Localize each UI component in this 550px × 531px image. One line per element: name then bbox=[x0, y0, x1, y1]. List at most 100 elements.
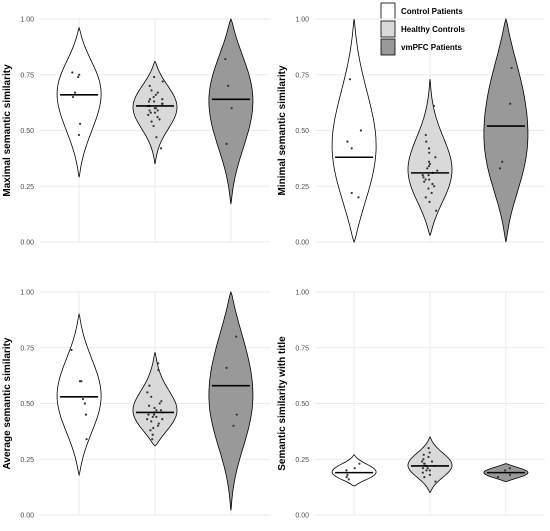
data-point bbox=[147, 113, 150, 116]
y-tick-label: 0.75 bbox=[20, 345, 34, 352]
data-point bbox=[146, 418, 149, 421]
data-point bbox=[509, 102, 512, 105]
data-point bbox=[421, 471, 424, 474]
y-tick-label: 0.25 bbox=[20, 457, 34, 464]
data-point bbox=[421, 467, 425, 470]
y-tick-label: 1.00 bbox=[295, 290, 309, 297]
data-point bbox=[71, 71, 74, 74]
data-point bbox=[78, 122, 82, 125]
legend-swatch bbox=[380, 38, 396, 56]
y-tick-label: 0.50 bbox=[20, 401, 34, 408]
data-point bbox=[159, 147, 163, 150]
data-point bbox=[148, 109, 151, 112]
data-point bbox=[150, 420, 153, 423]
data-point bbox=[77, 75, 80, 79]
data-point bbox=[504, 469, 507, 472]
data-point bbox=[357, 196, 360, 199]
data-point bbox=[150, 120, 153, 123]
data-point bbox=[160, 400, 163, 403]
data-point bbox=[350, 147, 353, 150]
data-point bbox=[235, 413, 238, 416]
data-point bbox=[148, 98, 152, 101]
y-tick-label: 0.25 bbox=[295, 457, 309, 464]
data-point bbox=[427, 165, 431, 168]
data-point bbox=[153, 100, 156, 103]
y-axis-label: Semantic similarity with title bbox=[277, 336, 288, 471]
data-point bbox=[155, 409, 158, 412]
panel-3: 0.00 0.25 0.50 0.75 1.00 Average semantic sim… bbox=[2, 290, 270, 520]
data-point bbox=[420, 460, 424, 463]
y-axis-label: Average semantic similarity bbox=[2, 337, 13, 469]
data-point bbox=[423, 475, 426, 479]
y-tick-label: 0.00 bbox=[295, 513, 309, 520]
data-point bbox=[346, 473, 349, 476]
y-tick-label: 1.00 bbox=[295, 17, 309, 24]
panel-1: 0.00 0.25 0.50 0.75 1.00 Maximal semantic sim… bbox=[2, 17, 270, 247]
data-point bbox=[71, 95, 75, 99]
data-point bbox=[149, 111, 152, 114]
data-point bbox=[151, 438, 154, 441]
data-point bbox=[149, 429, 152, 432]
y-axis-label: Maximal semantic similarity bbox=[2, 64, 13, 197]
violin-control-patients bbox=[331, 18, 377, 244]
data-point bbox=[427, 147, 431, 150]
data-point bbox=[155, 136, 158, 139]
data-point bbox=[421, 174, 424, 177]
data-point bbox=[428, 473, 432, 476]
data-point bbox=[85, 438, 88, 441]
data-point bbox=[501, 160, 504, 163]
data-point bbox=[425, 469, 428, 472]
data-point bbox=[496, 475, 500, 479]
violin-vmpfc-patients bbox=[208, 290, 254, 511]
data-point bbox=[151, 415, 154, 418]
data-point bbox=[153, 107, 156, 110]
data-point bbox=[427, 447, 430, 450]
data-point bbox=[423, 180, 426, 183]
data-point bbox=[422, 458, 425, 461]
data-point bbox=[148, 84, 151, 87]
data-point bbox=[153, 75, 156, 79]
data-point bbox=[347, 478, 350, 481]
legend-label: vmPFC Patients bbox=[401, 43, 462, 52]
data-point bbox=[147, 413, 150, 416]
y-tick-label: 1.00 bbox=[20, 17, 34, 24]
y-tick-label: 0.75 bbox=[20, 72, 34, 79]
data-point bbox=[225, 366, 228, 369]
data-point bbox=[434, 480, 437, 483]
data-point bbox=[431, 182, 434, 186]
data-point bbox=[225, 142, 228, 145]
data-point bbox=[224, 58, 227, 61]
legend-label: Healthy Controls bbox=[401, 25, 466, 34]
data-point bbox=[428, 162, 432, 166]
y-tick-label: 0.50 bbox=[20, 128, 34, 135]
y-tick-label: 0.50 bbox=[295, 128, 309, 135]
y-axis-label: Minimal semantic similarity bbox=[277, 65, 288, 195]
data-point bbox=[422, 453, 425, 456]
data-point bbox=[148, 384, 151, 387]
panel-4: 0.00 0.25 0.50 0.75 1.00 Semantic similarity … bbox=[277, 290, 545, 520]
data-point bbox=[348, 78, 352, 81]
data-point bbox=[428, 469, 431, 472]
data-point bbox=[77, 133, 81, 137]
data-point bbox=[345, 475, 348, 479]
data-point bbox=[436, 169, 439, 172]
y-tick-label: 0.50 bbox=[295, 401, 309, 408]
violin-healthy-controls bbox=[407, 436, 453, 494]
data-point bbox=[157, 368, 160, 372]
data-point bbox=[161, 418, 164, 421]
data-point bbox=[426, 467, 429, 470]
data-point bbox=[435, 209, 438, 212]
data-point bbox=[73, 91, 77, 94]
data-point bbox=[359, 129, 363, 132]
data-point bbox=[433, 185, 436, 188]
y-tick-label: 0.00 bbox=[20, 240, 34, 247]
data-point bbox=[430, 191, 433, 195]
violin-control-patients bbox=[56, 312, 102, 477]
data-point bbox=[227, 84, 230, 87]
panel-2: 0.00 0.25 0.50 0.75 1.00 Minimal semantic sim… bbox=[277, 17, 545, 247]
data-point bbox=[358, 462, 361, 465]
y-tick-label: 0.00 bbox=[295, 240, 309, 247]
violin-vmpfc-patients bbox=[208, 17, 254, 205]
data-point bbox=[152, 124, 155, 128]
